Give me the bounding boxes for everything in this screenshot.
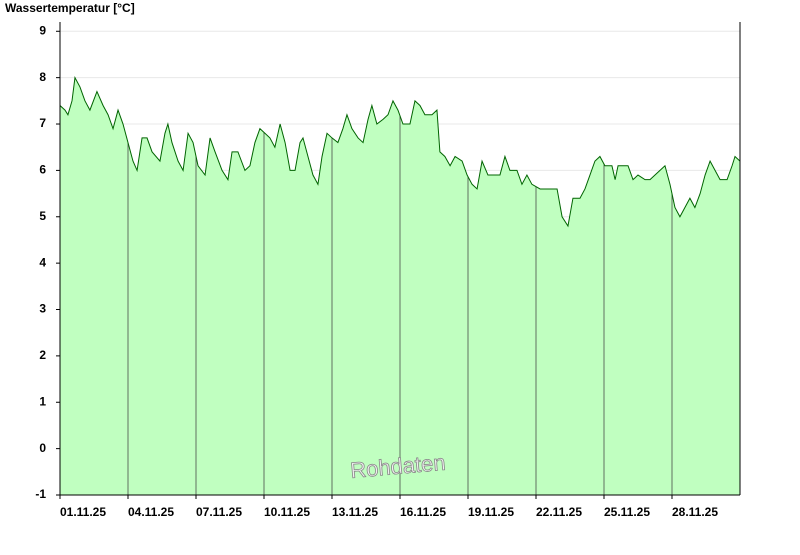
x-tick-label: 10.11.25 (264, 505, 310, 519)
y-tick-label: -1 (35, 487, 46, 501)
chart-title: Wassertemperatur [°C] (5, 1, 135, 15)
y-tick-label: 6 (39, 163, 46, 177)
y-tick-label: 5 (39, 209, 46, 223)
x-tick-label: 13.11.25 (332, 505, 378, 519)
y-tick-label: 3 (39, 302, 46, 316)
line (59, 76, 741, 228)
y-tick-label: 2 (39, 348, 46, 362)
y-tick-label: 0 (39, 441, 46, 455)
x-tick-label: 25.11.25 (604, 505, 650, 519)
y-tick-label: 4 (39, 255, 46, 269)
x-tick-label: 07.11.25 (196, 505, 242, 519)
x-tick-label: 19.11.25 (468, 505, 514, 519)
y-tick-label: 9 (39, 23, 46, 37)
y-tick-label: 7 (39, 116, 46, 130)
x-tick-label: 28.11.25 (672, 505, 718, 519)
y-tick-label: 8 (39, 70, 46, 84)
x-tick-label: 01.11.25 (60, 505, 106, 519)
x-tick-label: 16.11.25 (400, 505, 446, 519)
x-tick-label: 22.11.25 (536, 505, 582, 519)
y-tick-label: 1 (39, 394, 46, 408)
x-tick-label: 04.11.25 (128, 505, 174, 519)
